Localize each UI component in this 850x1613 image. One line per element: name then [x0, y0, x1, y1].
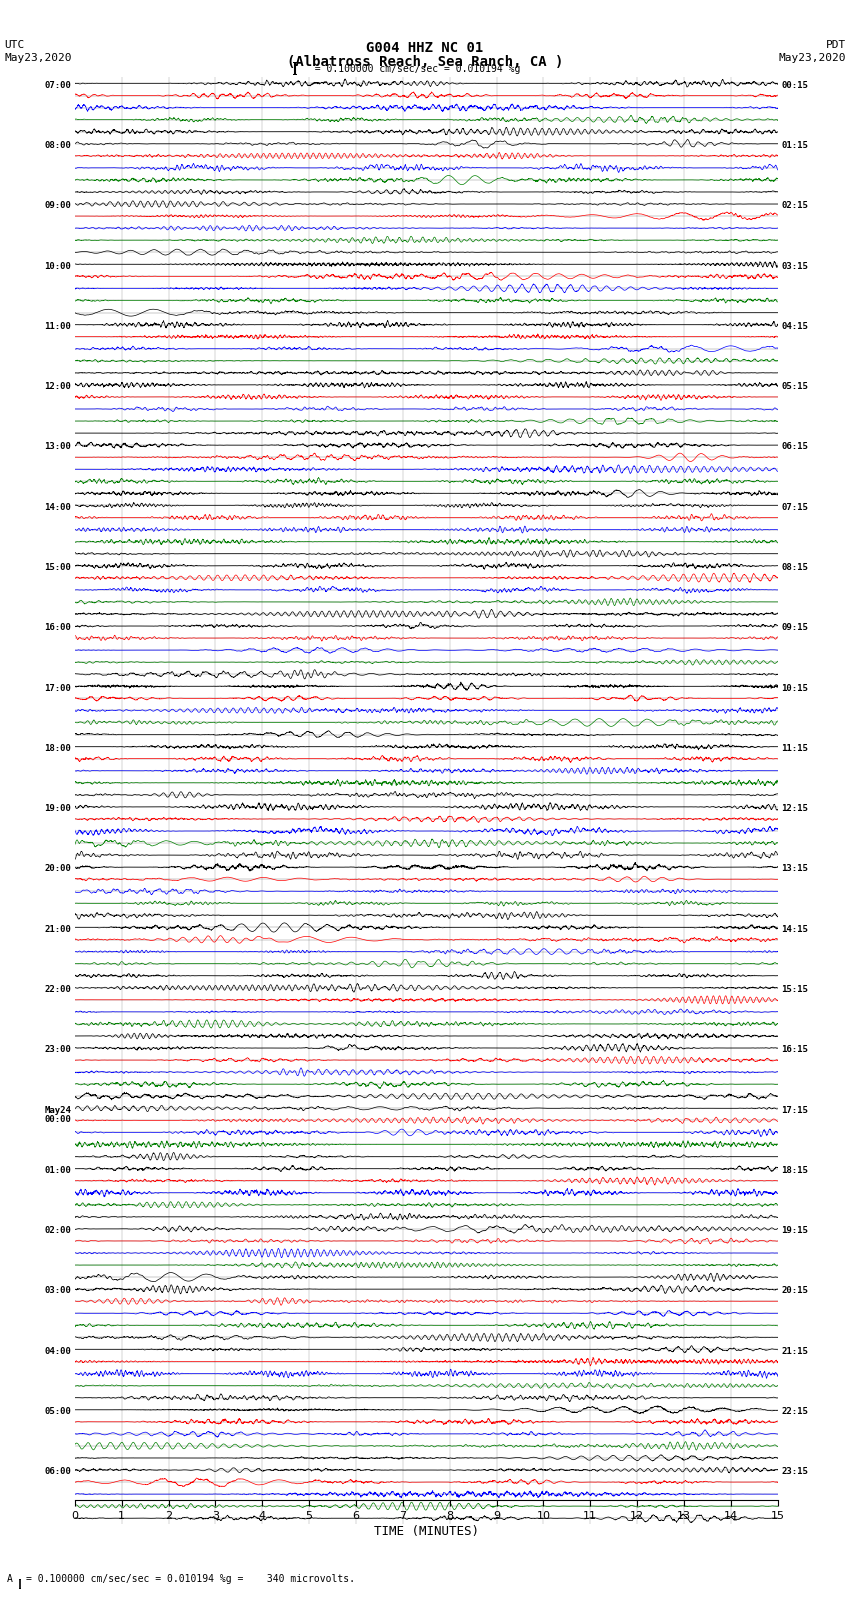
Text: 23:00: 23:00 — [44, 1045, 71, 1055]
Text: May23,2020: May23,2020 — [779, 53, 846, 63]
Text: 14:15: 14:15 — [781, 924, 808, 934]
Text: 23:15: 23:15 — [781, 1468, 808, 1476]
Text: 13:00: 13:00 — [44, 442, 71, 452]
Text: 21:15: 21:15 — [781, 1347, 808, 1355]
Text: = 0.100000 cm/sec/sec = 0.010194 %g =    340 microvolts.: = 0.100000 cm/sec/sec = 0.010194 %g = 34… — [26, 1574, 354, 1584]
Text: 03:00: 03:00 — [44, 1287, 71, 1295]
Text: 08:00: 08:00 — [44, 140, 71, 150]
Text: PDT: PDT — [825, 40, 846, 50]
Text: 14:00: 14:00 — [44, 503, 71, 511]
Text: 15:15: 15:15 — [781, 986, 808, 994]
Text: 18:00: 18:00 — [44, 744, 71, 753]
Text: 06:15: 06:15 — [781, 442, 808, 452]
Text: 16:15: 16:15 — [781, 1045, 808, 1055]
Text: 04:15: 04:15 — [781, 323, 808, 331]
Text: = 0.100000 cm/sec/sec = 0.010194 %g: = 0.100000 cm/sec/sec = 0.010194 %g — [303, 63, 520, 74]
Text: 10:00: 10:00 — [44, 261, 71, 271]
Text: 19:15: 19:15 — [781, 1226, 808, 1236]
Text: 13:15: 13:15 — [781, 865, 808, 873]
Text: 00:00: 00:00 — [44, 1115, 71, 1124]
Text: 06:00: 06:00 — [44, 1468, 71, 1476]
Text: 08:15: 08:15 — [781, 563, 808, 573]
Text: 22:00: 22:00 — [44, 986, 71, 994]
Text: 20:00: 20:00 — [44, 865, 71, 873]
Text: 05:15: 05:15 — [781, 382, 808, 390]
Text: 04:00: 04:00 — [44, 1347, 71, 1355]
Text: G004 HHZ NC 01: G004 HHZ NC 01 — [366, 40, 484, 55]
Text: 20:15: 20:15 — [781, 1287, 808, 1295]
Text: 17:15: 17:15 — [781, 1105, 808, 1115]
Text: 09:00: 09:00 — [44, 202, 71, 210]
Text: 18:15: 18:15 — [781, 1166, 808, 1174]
Text: 15:00: 15:00 — [44, 563, 71, 573]
Text: 19:00: 19:00 — [44, 805, 71, 813]
Text: 01:00: 01:00 — [44, 1166, 71, 1174]
Text: 11:00: 11:00 — [44, 323, 71, 331]
Text: May23,2020: May23,2020 — [4, 53, 71, 63]
Text: 21:00: 21:00 — [44, 924, 71, 934]
Text: 22:15: 22:15 — [781, 1407, 808, 1416]
Text: 11:15: 11:15 — [781, 744, 808, 753]
Text: 12:15: 12:15 — [781, 805, 808, 813]
Text: 17:00: 17:00 — [44, 684, 71, 692]
X-axis label: TIME (MINUTES): TIME (MINUTES) — [374, 1524, 479, 1537]
Text: 02:15: 02:15 — [781, 202, 808, 210]
Text: May24: May24 — [44, 1105, 71, 1115]
Text: UTC: UTC — [4, 40, 25, 50]
Text: 09:15: 09:15 — [781, 623, 808, 632]
Text: 05:00: 05:00 — [44, 1407, 71, 1416]
Text: 01:15: 01:15 — [781, 140, 808, 150]
Text: (Albatross Reach, Sea Ranch, CA ): (Albatross Reach, Sea Ranch, CA ) — [286, 55, 564, 69]
Text: 00:15: 00:15 — [781, 81, 808, 90]
Text: 10:15: 10:15 — [781, 684, 808, 692]
Text: A: A — [7, 1574, 13, 1584]
Text: 02:00: 02:00 — [44, 1226, 71, 1236]
Text: 03:15: 03:15 — [781, 261, 808, 271]
Text: 12:00: 12:00 — [44, 382, 71, 390]
Text: 07:00: 07:00 — [44, 81, 71, 90]
Text: 16:00: 16:00 — [44, 623, 71, 632]
Text: 07:15: 07:15 — [781, 503, 808, 511]
